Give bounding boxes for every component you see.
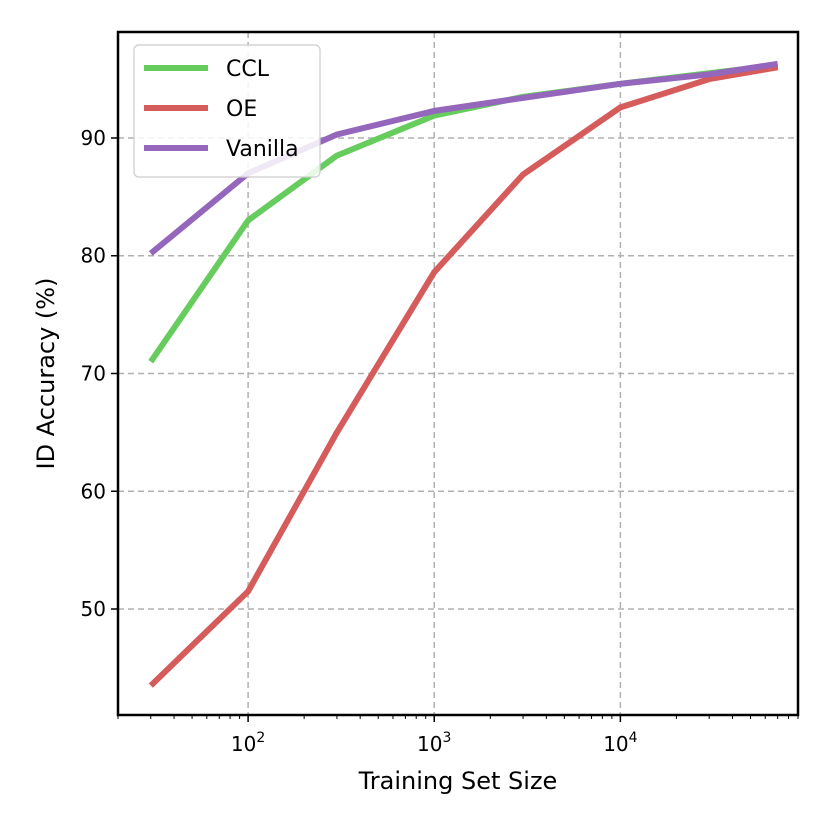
- legend-label-ccl: CCL: [226, 57, 270, 82]
- x-tick-label: 103: [417, 730, 451, 756]
- y-tick-label: 50: [81, 597, 106, 621]
- legend-label-oe: OE: [226, 97, 257, 122]
- y-tick-label: 70: [81, 362, 106, 386]
- y-tick-label: 90: [81, 126, 106, 150]
- y-tick-label: 60: [81, 479, 106, 503]
- x-axis-label: Training Set Size: [358, 767, 558, 795]
- x-tick-label: 102: [231, 730, 265, 756]
- legend-box: [133, 44, 321, 178]
- legend: CCL OE Vanilla: [133, 44, 321, 178]
- axis-ticks: 50 60 70 80 90 102 103 104: [81, 126, 799, 756]
- y-tick-label: 80: [81, 244, 106, 268]
- x-tick-label: 104: [603, 730, 637, 756]
- legend-label-vanilla: Vanilla: [226, 137, 299, 162]
- grid: [118, 32, 798, 715]
- y-axis-label: ID Accuracy (%): [32, 278, 60, 470]
- series-line-oe: [148, 64, 779, 688]
